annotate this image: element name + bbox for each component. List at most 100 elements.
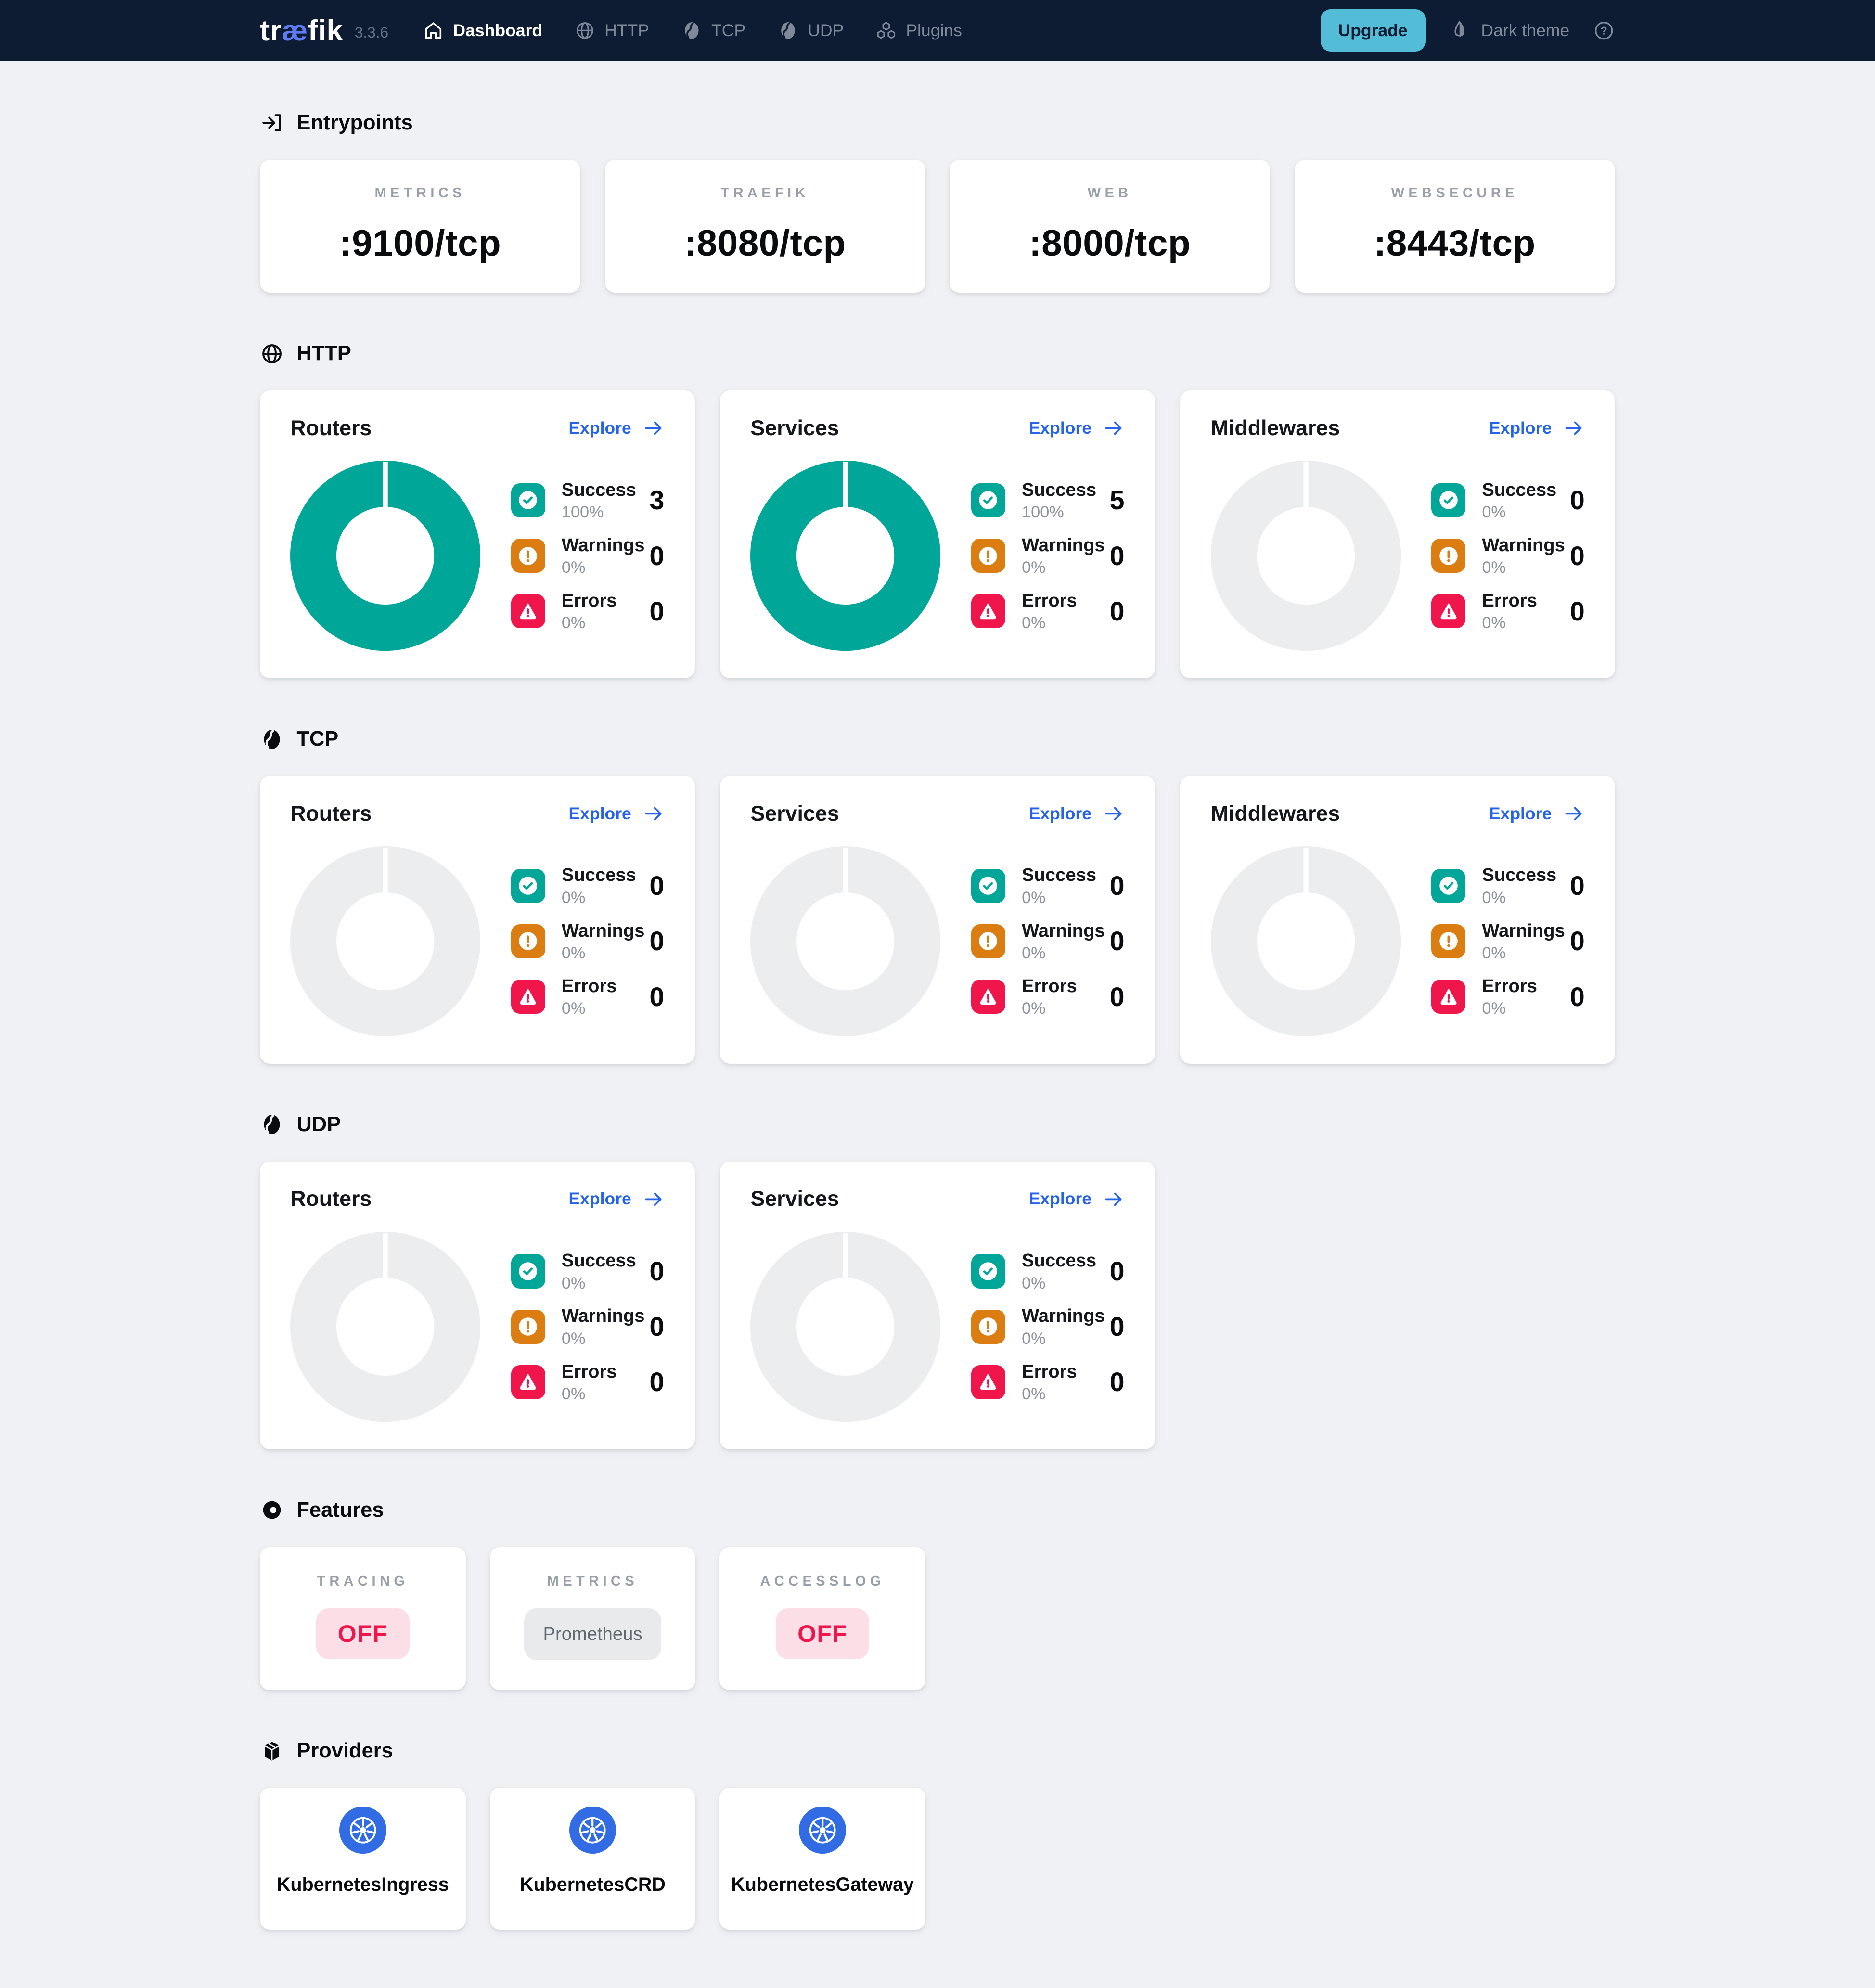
legend-value: 3 [649,485,665,516]
globe-icon [260,342,284,366]
explore-label: Explore [568,803,631,823]
legend-name: Errors [1022,975,1077,996]
globe-icon [574,20,596,41]
tcp-middlewares-card: Middlewares Explore Success 0% 0 Warning [1180,776,1615,1064]
explore-link[interactable]: Explore [1029,417,1125,439]
error-triangle-icon [1431,594,1466,629]
warning-icon [971,1309,1005,1344]
explore-link[interactable]: Explore [568,803,664,825]
donut-legend: Success 100% 5 Warnings 0% 0 Errors 0% 0 [971,478,1125,633]
legend-value: 0 [1109,1367,1125,1397]
legend-value: 0 [649,981,665,1012]
legend-percent: 100% [561,503,604,522]
success-check-icon [511,483,545,517]
section-title: TCP [296,727,339,751]
card-title: Middlewares [1210,415,1340,440]
error-triangle-icon [511,979,545,1014]
http-services-card: Services Explore Success 100% 5 Warnings [720,390,1155,679]
section-udp: UDP Routers Explore Success 0% 0 [260,1113,1615,1449]
legend-name: Errors [1482,590,1537,611]
legend-value: 0 [1569,871,1585,901]
nav-item-label: Dashboard [453,20,543,40]
success-check-icon [971,868,1005,903]
feature-label: METRICS [547,1573,639,1589]
legend-row-errors: Errors 0% 0 [971,975,1125,1019]
entrypoint-label: TRAEFIK [720,185,809,201]
arrow-right-icon [1103,1188,1125,1210]
legend-name: Warnings [561,1305,645,1327]
legend-value: 0 [1109,981,1125,1012]
legend-name: Errors [1022,590,1077,611]
explore-link[interactable]: Explore [568,417,664,439]
legend-row-success: Success 0% 0 [511,1249,664,1293]
plugins-icon [875,20,897,41]
card-title: Routers [290,1187,372,1211]
help-button[interactable]: ? [1592,19,1615,42]
legend-percent: 0% [1482,503,1506,522]
entrypoint-card-websecure: WEBSECURE :8443/tcp [1294,159,1615,293]
legend-row-errors: Errors 0% 0 [1431,975,1585,1019]
legend-row-success: Success 0% 0 [971,1249,1125,1293]
legend-name: Errors [561,1361,617,1382]
nav-item-tcp[interactable]: TCP [681,0,745,61]
legend-name: Success [1022,1250,1097,1271]
card-title: Routers [290,801,372,826]
section-title: Features [296,1498,384,1522]
kubernetes-icon [569,1807,616,1854]
feature-card-accesslog: ACCESSLOG OFF [719,1547,925,1691]
section-title: Providers [296,1739,393,1763]
donut-chart [290,1231,481,1422]
legend-percent: 0% [561,999,586,1018]
explore-link[interactable]: Explore [1489,803,1585,825]
feature-status-badge: OFF [776,1608,869,1659]
provider-label: KubernetesIngress [276,1874,449,1896]
provider-label: KubernetesCRD [520,1874,666,1896]
entrypoint-card-web: WEB :8000/tcp [950,159,1271,293]
theme-toggle[interactable]: Dark theme [1448,19,1569,42]
legend-row-errors: Errors 0% 0 [511,1360,664,1404]
udp-icon [777,20,799,41]
nav-item-plugins[interactable]: Plugins [875,0,962,61]
donut-legend: Success 100% 3 Warnings 0% 0 Errors 0% 0 [511,478,665,633]
legend-name: Warnings [1022,1305,1105,1327]
explore-link[interactable]: Explore [568,1188,664,1210]
nav-item-dashboard[interactable]: Dashboard [423,0,542,61]
tcp-services-card: Services Explore Success 0% 0 Warnings 0% [720,776,1155,1064]
explore-link[interactable]: Explore [1489,417,1585,439]
nav-item-udp[interactable]: UDP [777,0,844,61]
theme-toggle-label: Dark theme [1481,20,1570,40]
error-triangle-icon [971,979,1005,1014]
question-circle-icon: ? [1592,19,1615,42]
nav-item-label: UDP [808,20,844,40]
legend-row-errors: Errors 0% 0 [511,975,665,1019]
udp-services-card: Services Explore Success 0% 0 Warnings 0% [720,1161,1155,1449]
explore-label: Explore [1489,803,1552,823]
feature-card-metrics: METRICS Prometheus [489,1547,696,1691]
section-features: Features TRACING OFF METRICS Prometheus … [260,1498,1615,1691]
explore-link[interactable]: Explore [1029,803,1125,825]
upgrade-button[interactable]: Upgrade [1320,9,1426,52]
explore-label: Explore [1028,1189,1092,1209]
section-entrypoints: Entrypoints METRICS :9100/tcp TRAEFIK :8… [260,111,1615,293]
legend-name: Success [561,865,636,886]
traefik-logo[interactable]: tr æ fik [260,13,343,47]
explore-link[interactable]: Explore [1029,1188,1125,1210]
arrow-right-icon [1103,417,1125,439]
legend-value: 0 [649,596,665,626]
feature-label: TRACING [317,1573,409,1589]
success-check-icon [511,1254,545,1289]
legend-percent: 0% [561,1384,586,1403]
provider-card-kubernetes-ingress: KubernetesIngress [260,1787,466,1930]
nav-item-label: HTTP [604,20,649,40]
warning-icon [511,539,545,573]
explore-label: Explore [1028,803,1092,823]
legend-value: 0 [1109,1256,1125,1286]
donut-legend: Success 0% 0 Warnings 0% 0 Errors 0% 0 [511,1249,664,1404]
legend-percent: 0% [561,1329,586,1348]
legend-value: 5 [1109,485,1125,516]
entrypoint-port: :8080/tcp [684,223,846,264]
arrow-right-icon [643,803,665,825]
main-nav: Dashboard HTTP TCP UDP Plugins [423,0,962,61]
legend-value: 0 [1109,926,1125,956]
nav-item-http[interactable]: HTTP [574,0,649,61]
